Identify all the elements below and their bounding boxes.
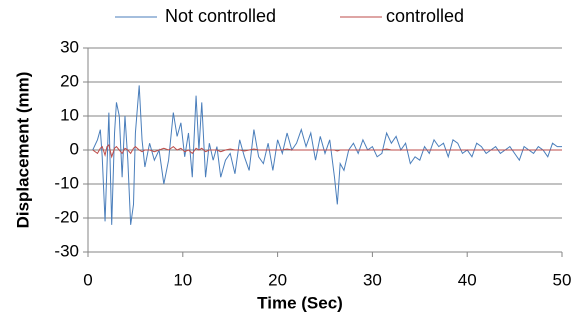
x-tick-label: 50 — [553, 270, 572, 289]
legend-label: controlled — [386, 6, 464, 26]
y-tick-label: 20 — [60, 71, 79, 90]
y-tick-label: -20 — [54, 207, 79, 226]
x-axis-label: Time (Sec) — [257, 293, 343, 312]
y-tick-label: 30 — [60, 37, 79, 56]
x-tick-label: 40 — [458, 270, 477, 289]
y-axis-label: Displacement (mm) — [13, 72, 32, 229]
y-tick-label: -10 — [54, 173, 79, 192]
x-tick-label: 10 — [173, 270, 192, 289]
x-tick-label: 0 — [83, 270, 92, 289]
x-tick-label: 20 — [268, 270, 287, 289]
y-tick-label: 0 — [70, 139, 79, 158]
x-tick-label: 30 — [363, 270, 382, 289]
y-tick-label: -30 — [54, 241, 79, 260]
data-line — [92, 143, 562, 159]
y-tick-label: 10 — [60, 105, 79, 124]
legend-label: Not controlled — [165, 6, 276, 26]
data-line — [92, 85, 562, 225]
